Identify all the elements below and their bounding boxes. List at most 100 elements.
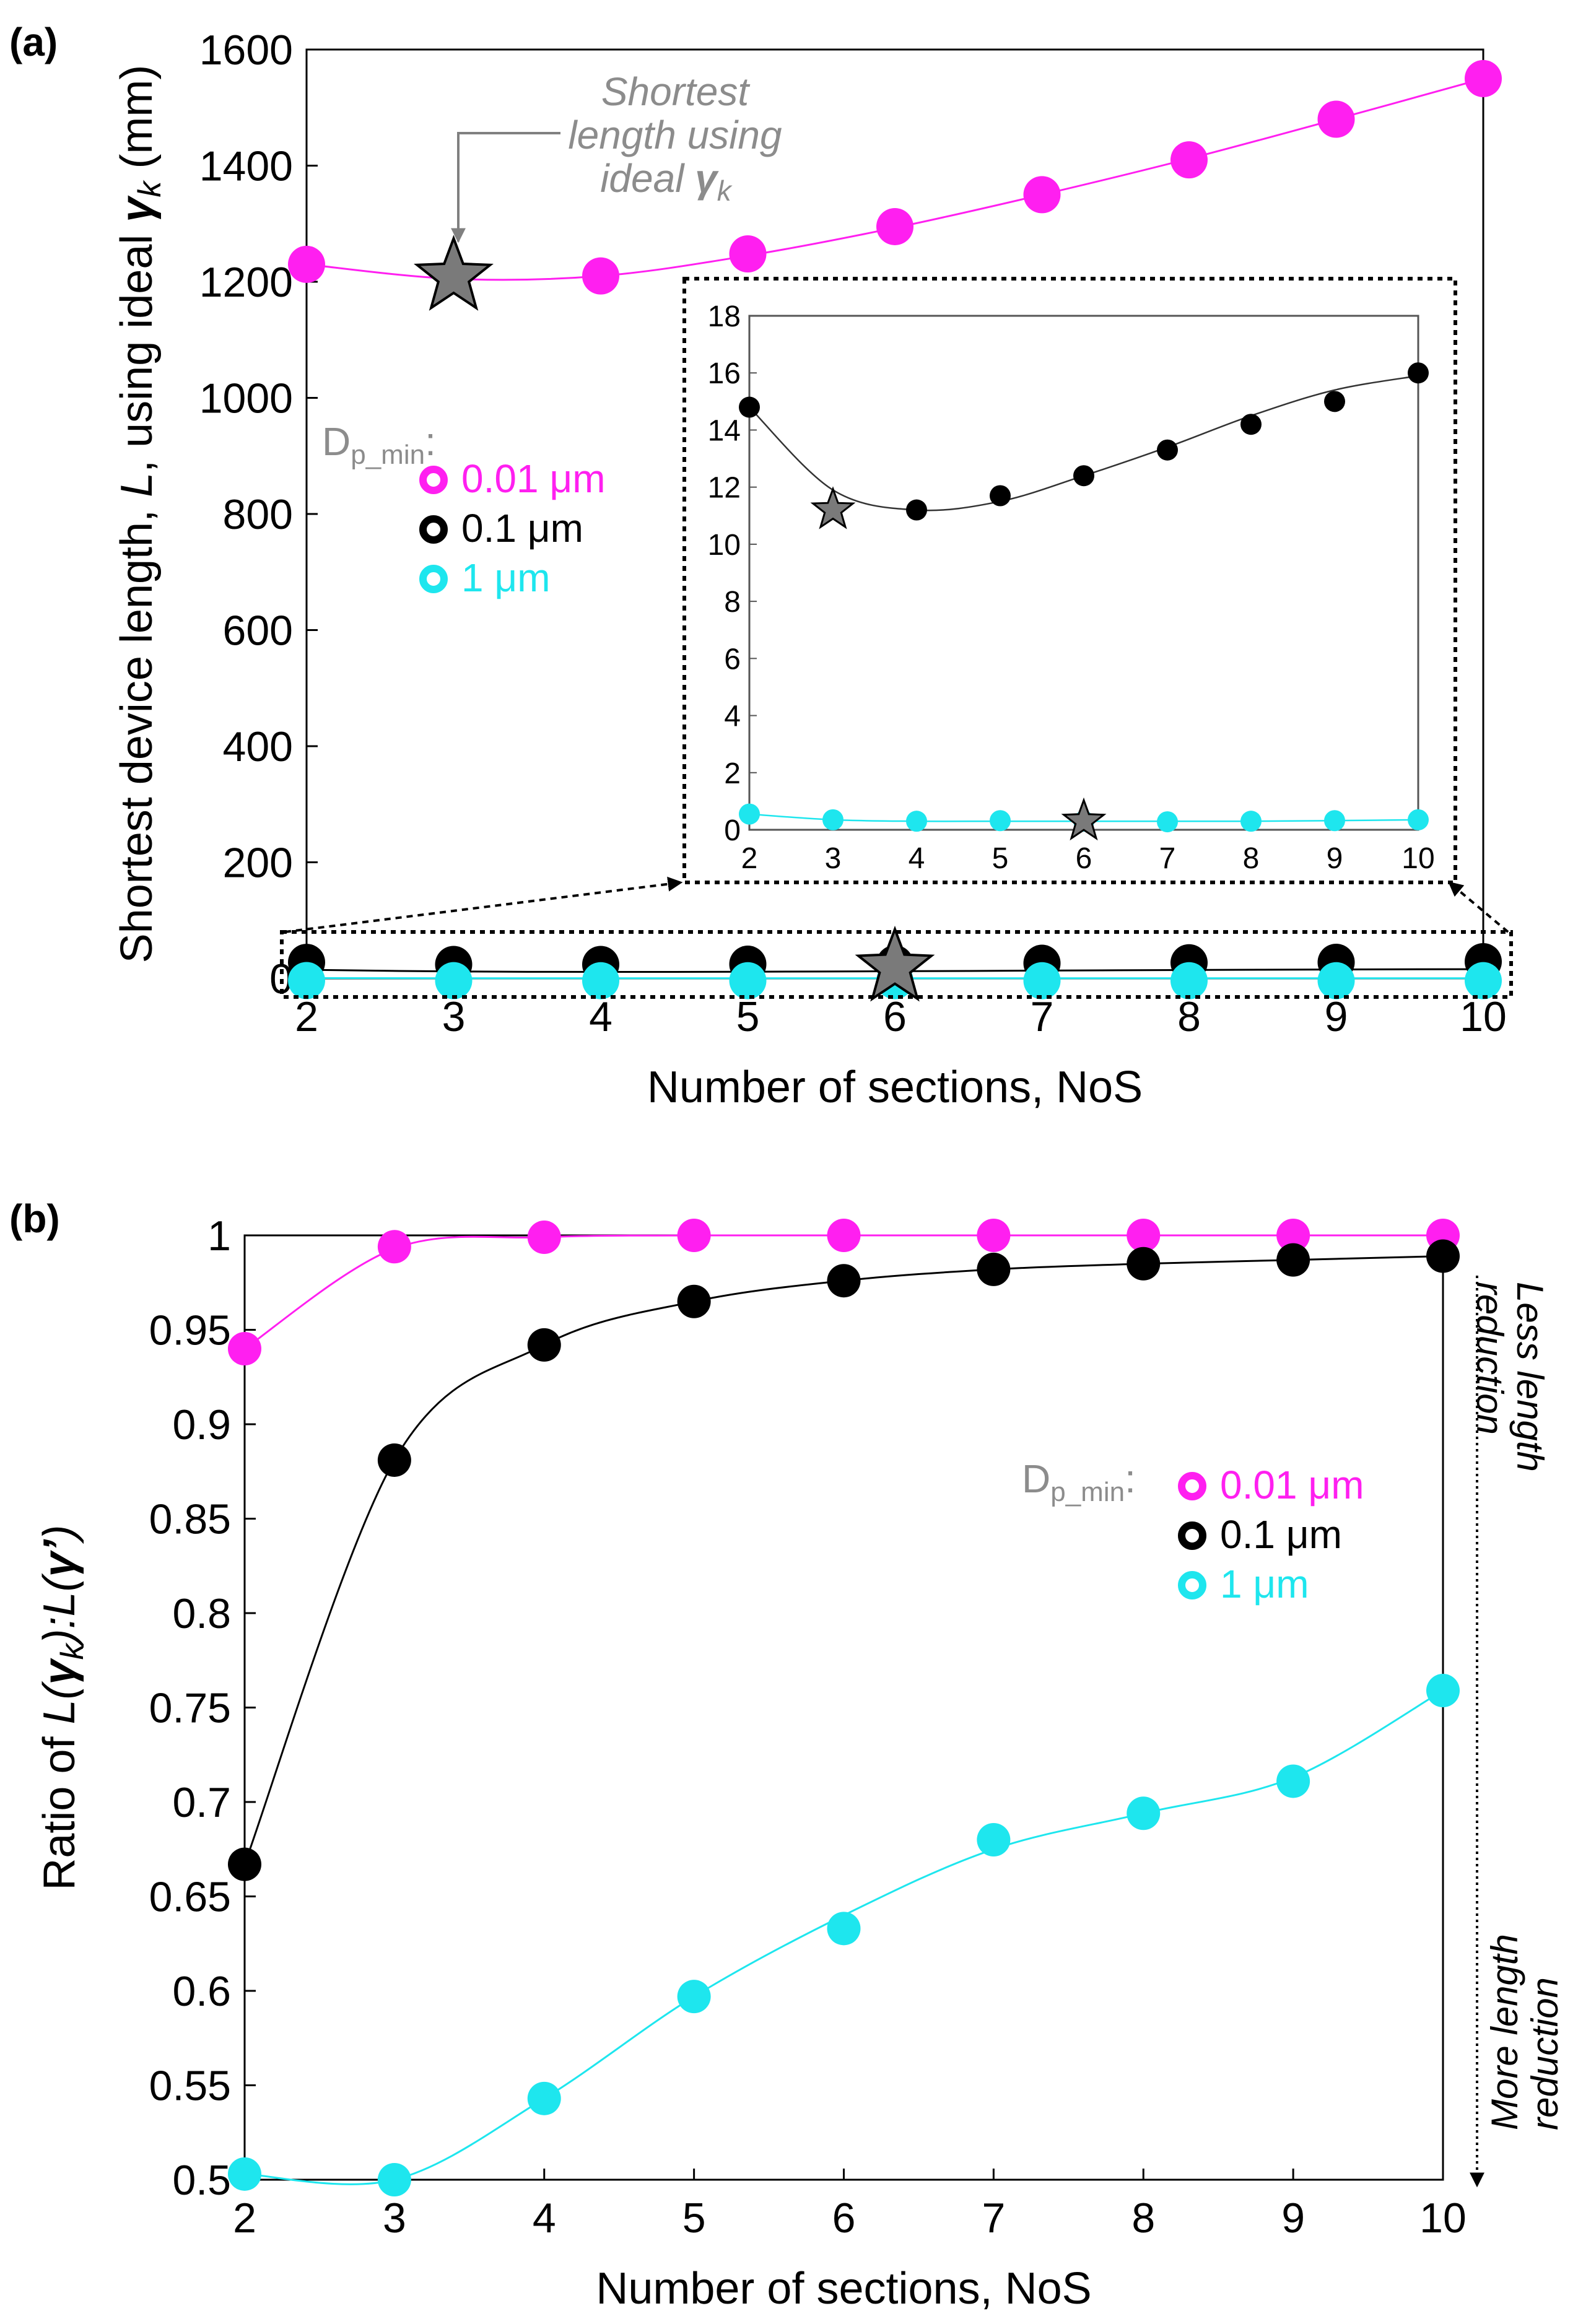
x-tick-label: 3 — [442, 993, 466, 1040]
y-tick-label: 0.95 — [149, 1307, 231, 1354]
panel-b-legend: Dp_min: 0.01 μm 0.1 μm 1 μm — [1022, 1456, 1364, 1606]
inset-fit-lines — [749, 375, 1419, 822]
data-point — [377, 2163, 411, 2196]
inset-data-point — [1408, 809, 1429, 830]
data-point — [228, 1332, 261, 1365]
panel-b-y-ticks: 0.5 0.55 0.6 0.65 0.7 0.75 0.8 0.85 0.9 0.95 1 — [149, 1212, 256, 2204]
panel-b-data-points — [228, 1219, 1460, 2196]
inset-data-point — [990, 810, 1011, 832]
data-point — [435, 962, 473, 999]
data-point — [1127, 1796, 1161, 1830]
data-point — [1317, 962, 1355, 999]
data-point — [288, 245, 325, 283]
data-point — [677, 1980, 711, 2014]
inset-data-point — [1157, 439, 1178, 461]
inset-fit-line — [749, 375, 1419, 511]
y-tick-label: 1200 — [199, 259, 293, 306]
inset-x-tick-label: 10 — [1401, 842, 1434, 875]
legend-marker — [419, 565, 448, 593]
panel-b-x-ticks: 2 3 4 5 6 7 8 9 10 — [233, 2169, 1467, 2242]
y-tick-label: 1600 — [199, 27, 293, 74]
y-tick-label: 0.55 — [149, 2063, 231, 2110]
data-point — [1276, 1243, 1310, 1277]
fit-line — [243, 1255, 1444, 1865]
x-tick-label: 7 — [1031, 993, 1054, 1040]
legend-label: 0.01 μm — [1220, 1463, 1364, 1507]
data-point — [1426, 1239, 1460, 1273]
star-marker — [414, 235, 494, 311]
y-tick-label: 0.65 — [149, 1874, 231, 1921]
panel-a-x-axis-label: Number of sections, NoS — [647, 1063, 1143, 1112]
inset-data-point — [1408, 362, 1429, 384]
x-tick-label: 9 — [1281, 2195, 1305, 2242]
x-tick-label: 3 — [383, 2195, 406, 2242]
inset-data-point — [822, 809, 843, 830]
x-tick-label: 6 — [883, 993, 907, 1040]
panel-a-stars — [414, 235, 935, 1002]
inset-x-tick-label: 4 — [909, 842, 925, 875]
inset-x-tick-label: 3 — [825, 842, 842, 875]
data-point — [1127, 1219, 1161, 1252]
data-point — [1465, 59, 1502, 97]
legend-label: 1 μm — [461, 555, 551, 600]
legend-marker — [419, 466, 448, 494]
data-point — [1276, 1219, 1310, 1252]
less-length-reduction-label: Less length reduction — [1469, 1282, 1551, 1472]
inset-data-point — [1157, 811, 1178, 833]
y-tick-label: 0.9 — [172, 1401, 231, 1448]
panel-b-fit-lines — [243, 1234, 1444, 2185]
y-tick-label: 600 — [223, 607, 293, 655]
data-point — [1023, 176, 1061, 214]
x-tick-label: 8 — [1177, 993, 1201, 1040]
data-point — [527, 1328, 561, 1362]
inset-star-marker — [810, 486, 856, 529]
legend-label: 0.1 μm — [461, 506, 583, 551]
data-point — [1023, 962, 1061, 999]
data-point — [729, 962, 767, 999]
y-tick-label: 0.7 — [172, 1779, 231, 1826]
inset-x-tick-label: 8 — [1243, 842, 1260, 875]
inset-stars — [810, 486, 1107, 841]
data-point — [677, 1284, 711, 1318]
annotation-arrow — [451, 132, 560, 243]
data-point — [977, 1252, 1011, 1286]
y-tick-label: 400 — [223, 723, 293, 770]
inset-data-point — [1324, 810, 1345, 832]
data-point — [1317, 100, 1355, 138]
legend-marker — [419, 515, 448, 544]
panel-a-legend: Dp_min: 0.01 μm 0.1 μm1 μm — [322, 419, 606, 600]
x-tick-label: 8 — [1131, 2195, 1155, 2242]
data-point — [288, 962, 325, 999]
panel-a: (a) 0 200 400 600 800 1000 1200 1400 1600 2 3 4 5 6 7… — [9, 20, 1513, 1112]
data-point — [876, 207, 913, 245]
legend-label: 0.1 μm — [1220, 1512, 1342, 1557]
data-point — [527, 1221, 561, 1255]
data-point — [1170, 141, 1208, 179]
data-point — [827, 1912, 861, 1946]
panel-a-label: (a) — [9, 20, 58, 64]
legend-title: Dp_min: — [1022, 1456, 1136, 1507]
inset-data-point — [990, 485, 1011, 507]
inset-x-ticks: 2 3 4 5 6 7 8 9 10 — [741, 822, 1435, 875]
star-marker — [855, 925, 935, 1002]
inset-y-ticks: 0 2 4 6 8 10 12 14 16 18 — [708, 300, 757, 847]
data-point — [1276, 1764, 1310, 1798]
inset-data-point — [739, 396, 760, 418]
y-tick-label: 1000 — [199, 375, 293, 422]
data-point — [377, 1230, 411, 1264]
inset-data-point — [906, 499, 927, 521]
data-point — [977, 1219, 1011, 1252]
panel-a-x-ticks: 2 3 4 5 6 7 8 9 10 — [295, 967, 1507, 1040]
inset-y-tick-label: 16 — [708, 357, 741, 390]
panel-b-y-axis-label: Ratio of L(γk):L(γ’) — [35, 1525, 90, 1890]
data-point — [228, 1847, 261, 1881]
x-tick-label: 4 — [589, 993, 612, 1040]
data-point — [228, 2157, 261, 2191]
svg-text:More length: More length — [1484, 1934, 1525, 2130]
x-tick-label: 2 — [233, 2195, 256, 2242]
inset-data-point — [739, 803, 760, 825]
inset-connector-right — [1448, 881, 1509, 933]
x-tick-label: 5 — [736, 993, 760, 1040]
